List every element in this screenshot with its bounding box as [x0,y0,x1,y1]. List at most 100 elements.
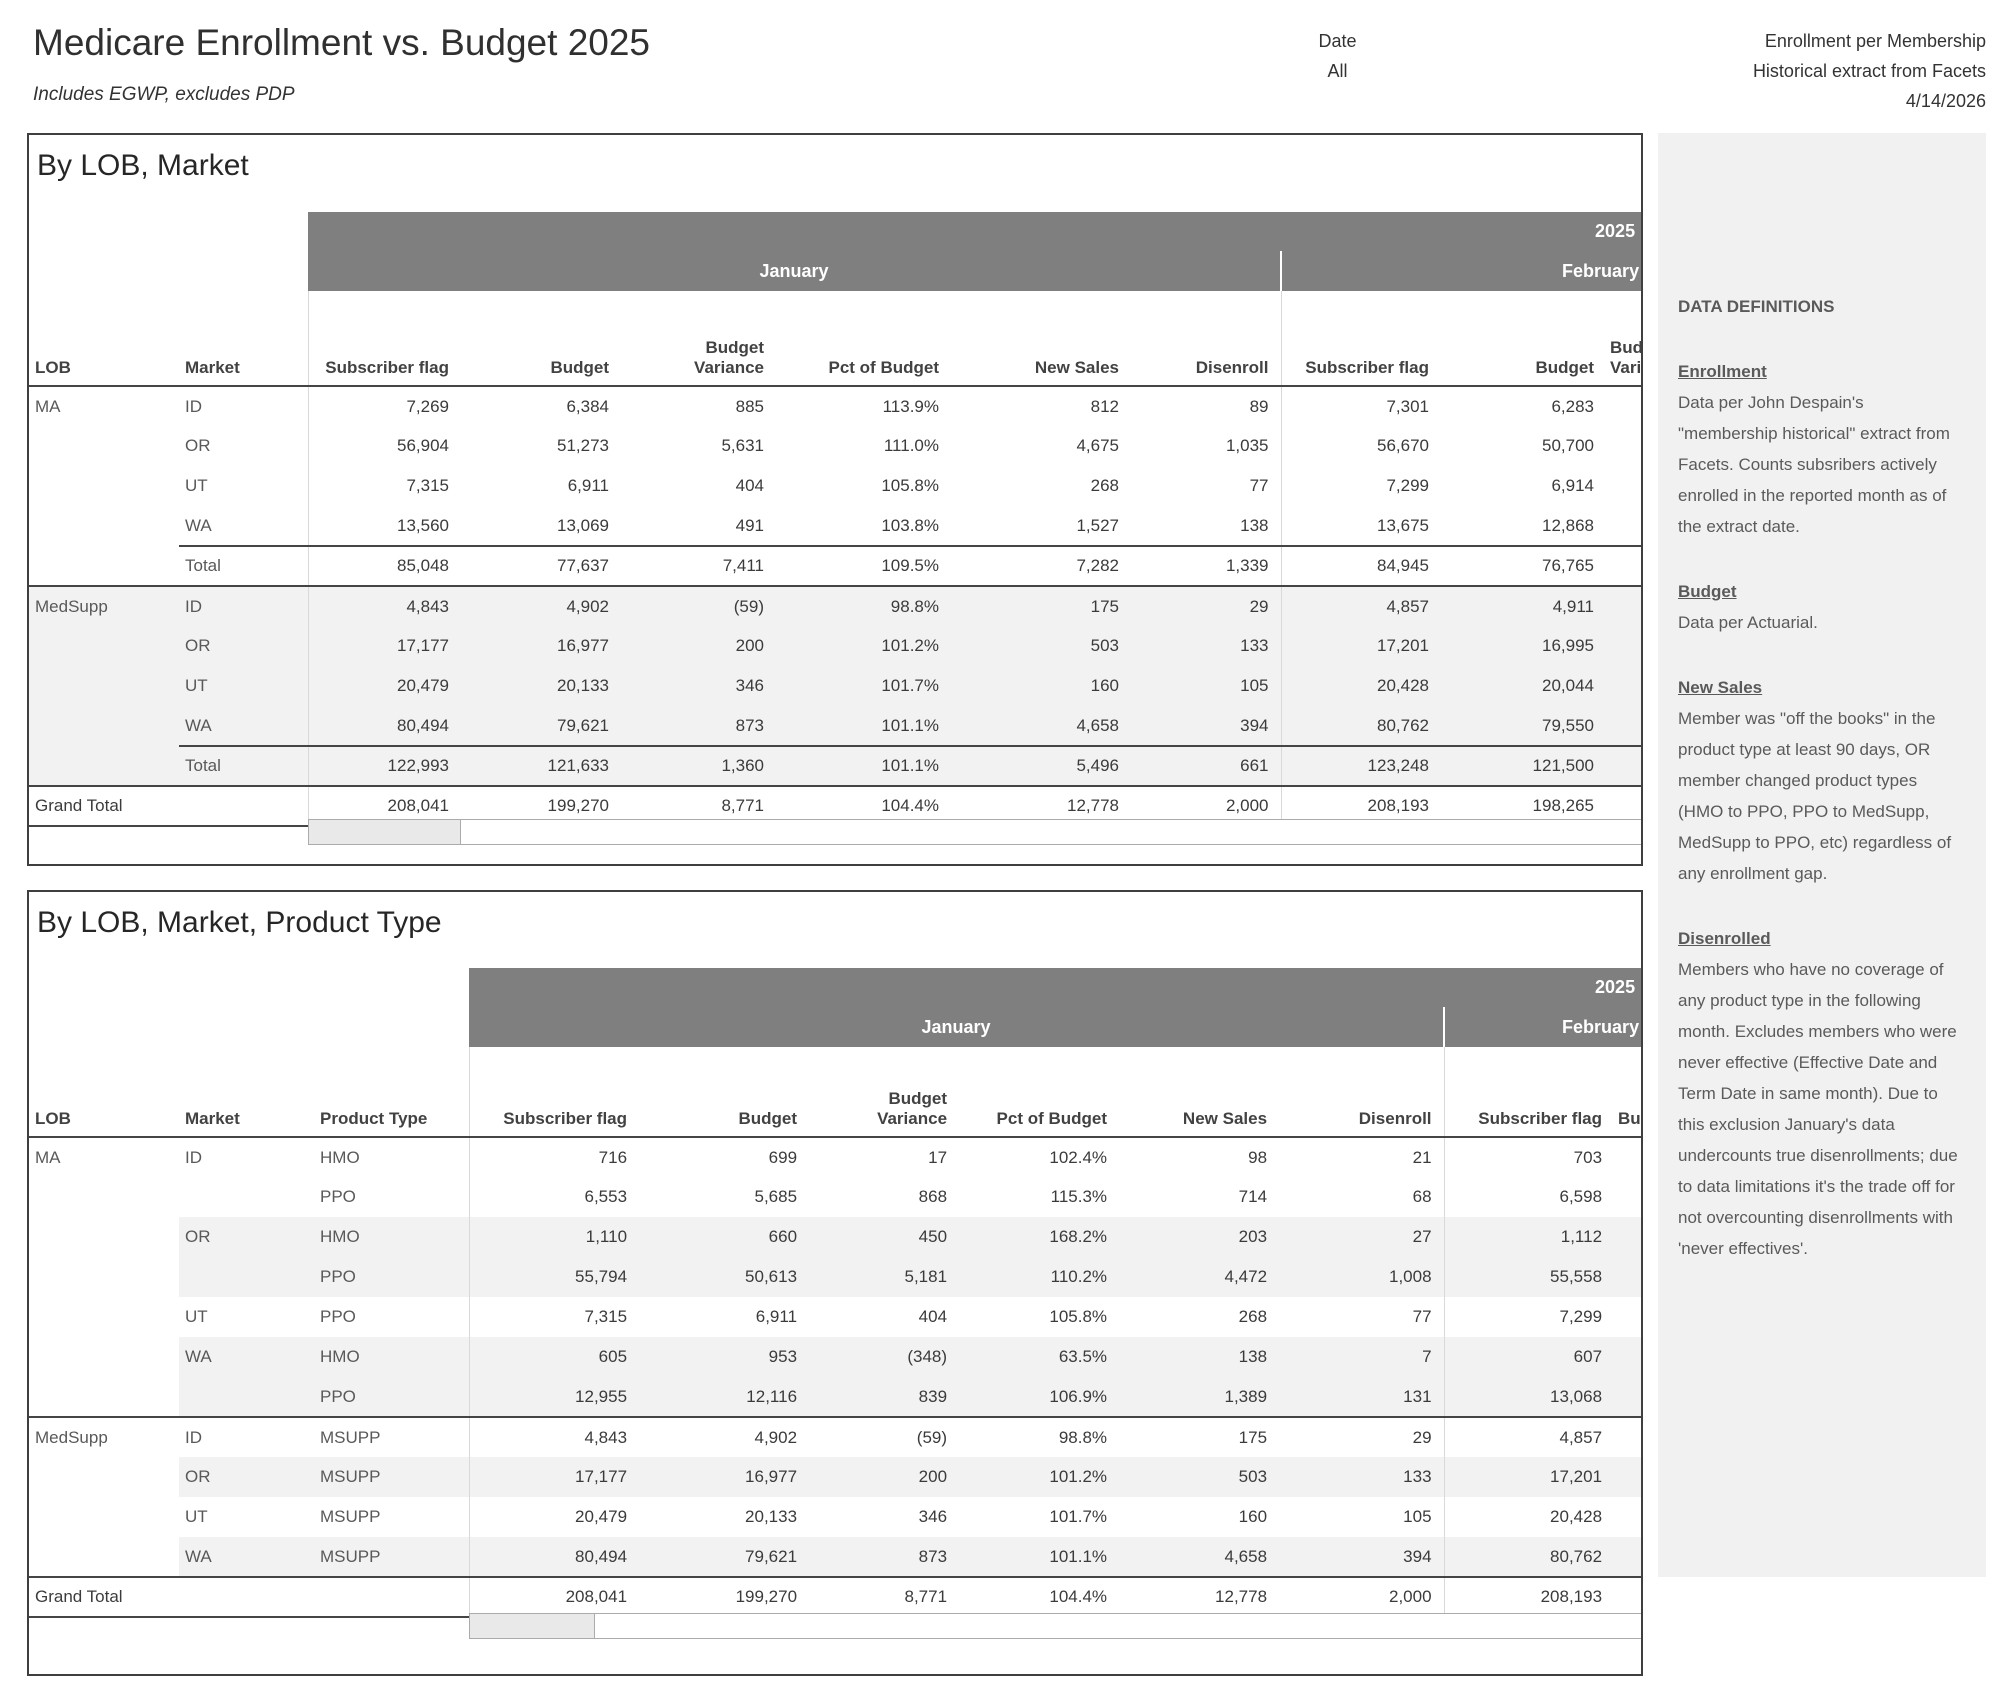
table-row[interactable]: OR MSUPP 17,177 16,977 200 101.2% 503 133 17,201 [29,1457,1641,1497]
lob-label: Grand Total [29,785,179,827]
table-row[interactable]: MedSupp ID MSUPP 4,843 4,902 (59) 98.8% 175 29 4,… [29,1416,1641,1457]
table-row[interactable]: MA ID 7,269 6,384 885 113.9% 812 89 7,301 6,283 [29,386,1641,426]
table-row[interactable]: UT MSUPP 20,479 20,133 346 101.7% 160 105 20,428 [29,1497,1641,1537]
table-row[interactable]: Total 122,993 121,633 1,360 101.1% 5,496 661 12… [29,745,1641,786]
value-cell: 4,902 [461,585,621,626]
value-cell: 84,945 [1280,545,1441,586]
market-label [179,1377,314,1417]
value-cell: 839 [809,1377,960,1417]
value-cell: 404 [918,1307,948,1326]
value-cell: (348) [809,1337,960,1377]
lob-market-panel: By LOB, Market 2025 January February LOB [27,133,1643,866]
value-cell: 6,914 [1551,476,1594,495]
horizontal-scrollbar[interactable] [308,819,1641,845]
date-filter[interactable]: Date All [1280,26,1395,86]
definition-heading-disenrolled: Disenrolled [1678,929,1771,948]
table-row[interactable]: PPO 55,794 50,613 5,181 110.2% 4,472 1,008 55,5… [29,1257,1641,1297]
col-header-disenroll: Disenroll [1279,1047,1445,1138]
value-cell: 77,637 [461,545,621,586]
source-note: Enrollment per Membership Historical ext… [1753,26,1986,116]
horizontal-scrollbar[interactable] [469,1613,1641,1639]
date-filter-value[interactable]: All [1327,61,1348,81]
table-row[interactable]: Total 85,048 77,637 7,411 109.5% 7,282 1,339 84… [29,545,1641,586]
value-cell: 121,500 [1441,745,1606,786]
value-cell: 105.8% [1049,1307,1108,1326]
scrollbar-thumb[interactable] [470,1614,595,1638]
definition-heading-enrollment: Enrollment [1678,362,1767,381]
table-row[interactable]: WA 80,494 79,621 873 101.1% 4,658 394 80,762 79,… [29,706,1641,746]
value-cell: 605 [468,1337,640,1377]
table-row[interactable]: OR 17,177 16,977 200 101.2% 503 133 17,201 16,99… [29,626,1641,666]
value-cell: 716 [468,1137,640,1177]
market-label: OR [179,626,308,666]
value-cell: 4,675 [1076,436,1119,455]
market-label: UT [185,1307,208,1326]
value-cell: 812 [1090,396,1119,416]
scrollbar-thumb[interactable] [309,820,461,844]
value-cell: 346 [621,666,776,706]
col-header-subscriber-flag-feb: Subscriber flag [1280,291,1441,387]
market-label: ID [185,396,202,416]
table-row[interactable]: PPO 12,955 12,116 839 106.9% 1,389 131 13,068 [29,1377,1641,1417]
table-row[interactable]: MA ID HMO 716 699 17 102.4% 98 21 703 [29,1137,1641,1177]
value-cell: 133 [1131,626,1281,666]
lob-label [29,1177,179,1217]
value-cell: 5,181 [809,1257,960,1297]
table-row[interactable]: Grand Total 208,041 199,270 8,771 104.4% 12,7… [29,1576,1641,1618]
market-label: UT [179,666,308,706]
clipped-cell [1606,426,1641,466]
table-row[interactable]: PPO 6,553 5,685 868 115.3% 714 68 6,598 [29,1177,1641,1217]
value-cell: 13,560 [307,506,461,546]
table-row[interactable]: UT 7,315 6,911 404 105.8% 268 77 7,299 6,914 [29,466,1641,506]
value-cell: 868 [918,1187,948,1206]
value-cell: 699 [768,1147,798,1167]
year-header-row: 2025 [29,968,1641,1007]
value-cell: 491 [735,515,764,535]
value-cell: 20,479 [307,666,461,706]
definition-body-enrollment: Data per John Despain's "membership hist… [1678,393,1950,536]
column-header-row: LOB Market Product Type Subscriber flag … [29,1047,1641,1138]
value-cell: 404 [735,476,764,495]
value-cell: 101.1% [776,706,951,746]
value-cell: 102.4% [1049,1147,1108,1167]
value-cell: 953 [639,1337,810,1377]
value-cell: 16,977 [639,1457,810,1497]
value-cell: 7,315 [307,466,461,506]
year-header: 2025 [308,212,1641,251]
table-row[interactable]: WA 13,560 13,069 491 103.8% 1,527 138 13,675 12,… [29,506,1641,546]
table-row[interactable]: WA MSUPP 80,494 79,621 873 101.1% 4,658 394 80,7… [29,1537,1641,1577]
table-row[interactable]: OR 56,904 51,273 5,631 111.0% 4,675 1,035 56,67… [29,426,1641,466]
table-row[interactable]: OR HMO 1,110 660 450 168.2% 203 27 1,112 [29,1217,1641,1257]
definition-heading-new-sales: New Sales [1678,678,1763,697]
value-cell: 160 [1238,1507,1268,1526]
value-cell: 29 [1279,1416,1445,1457]
value-cell: 703 [1443,1137,1615,1177]
value-cell: 4,843 [307,585,461,626]
value-cell: 200 [809,1457,960,1497]
value-cell: 113.9% [882,396,939,416]
product-label: PPO [314,1377,470,1417]
value-cell: 4,658 [1119,1537,1280,1577]
value-cell: 115.3% [1050,1187,1108,1206]
clipped-cell [1614,1137,1641,1177]
table-row[interactable]: MedSupp ID 4,843 4,902 (59) 98.8% 175 29 4,857 4,… [29,585,1641,626]
value-cell: 175 [1119,1416,1280,1457]
col-header-budget: Budget [639,1047,810,1138]
value-cell: 199,270 [639,1576,810,1618]
month-header-january: January [469,1007,1445,1047]
table-row[interactable]: WA HMO 605 953 (348) 63.5% 138 7 607 [29,1337,1641,1377]
value-cell: 160 [951,666,1131,706]
value-cell: 77 [1249,476,1269,495]
market-label: OR [179,1457,314,1497]
col-header-budget-feb: Budget [1441,291,1606,387]
table-row[interactable]: UT 20,479 20,133 346 101.7% 160 105 20,428 20,04… [29,666,1641,706]
value-cell: 7,411 [621,545,776,586]
col-header-budget-variance: Budget Variance [809,1047,960,1138]
value-cell: 80,762 [1280,706,1441,746]
value-cell: 106.9% [959,1377,1120,1417]
value-cell: 885 [735,396,764,416]
value-cell: 80,494 [307,706,461,746]
table-row[interactable]: UT PPO 7,315 6,911 404 105.8% 268 77 7,299 [29,1297,1641,1337]
month-header-february: February [1443,1007,1641,1047]
